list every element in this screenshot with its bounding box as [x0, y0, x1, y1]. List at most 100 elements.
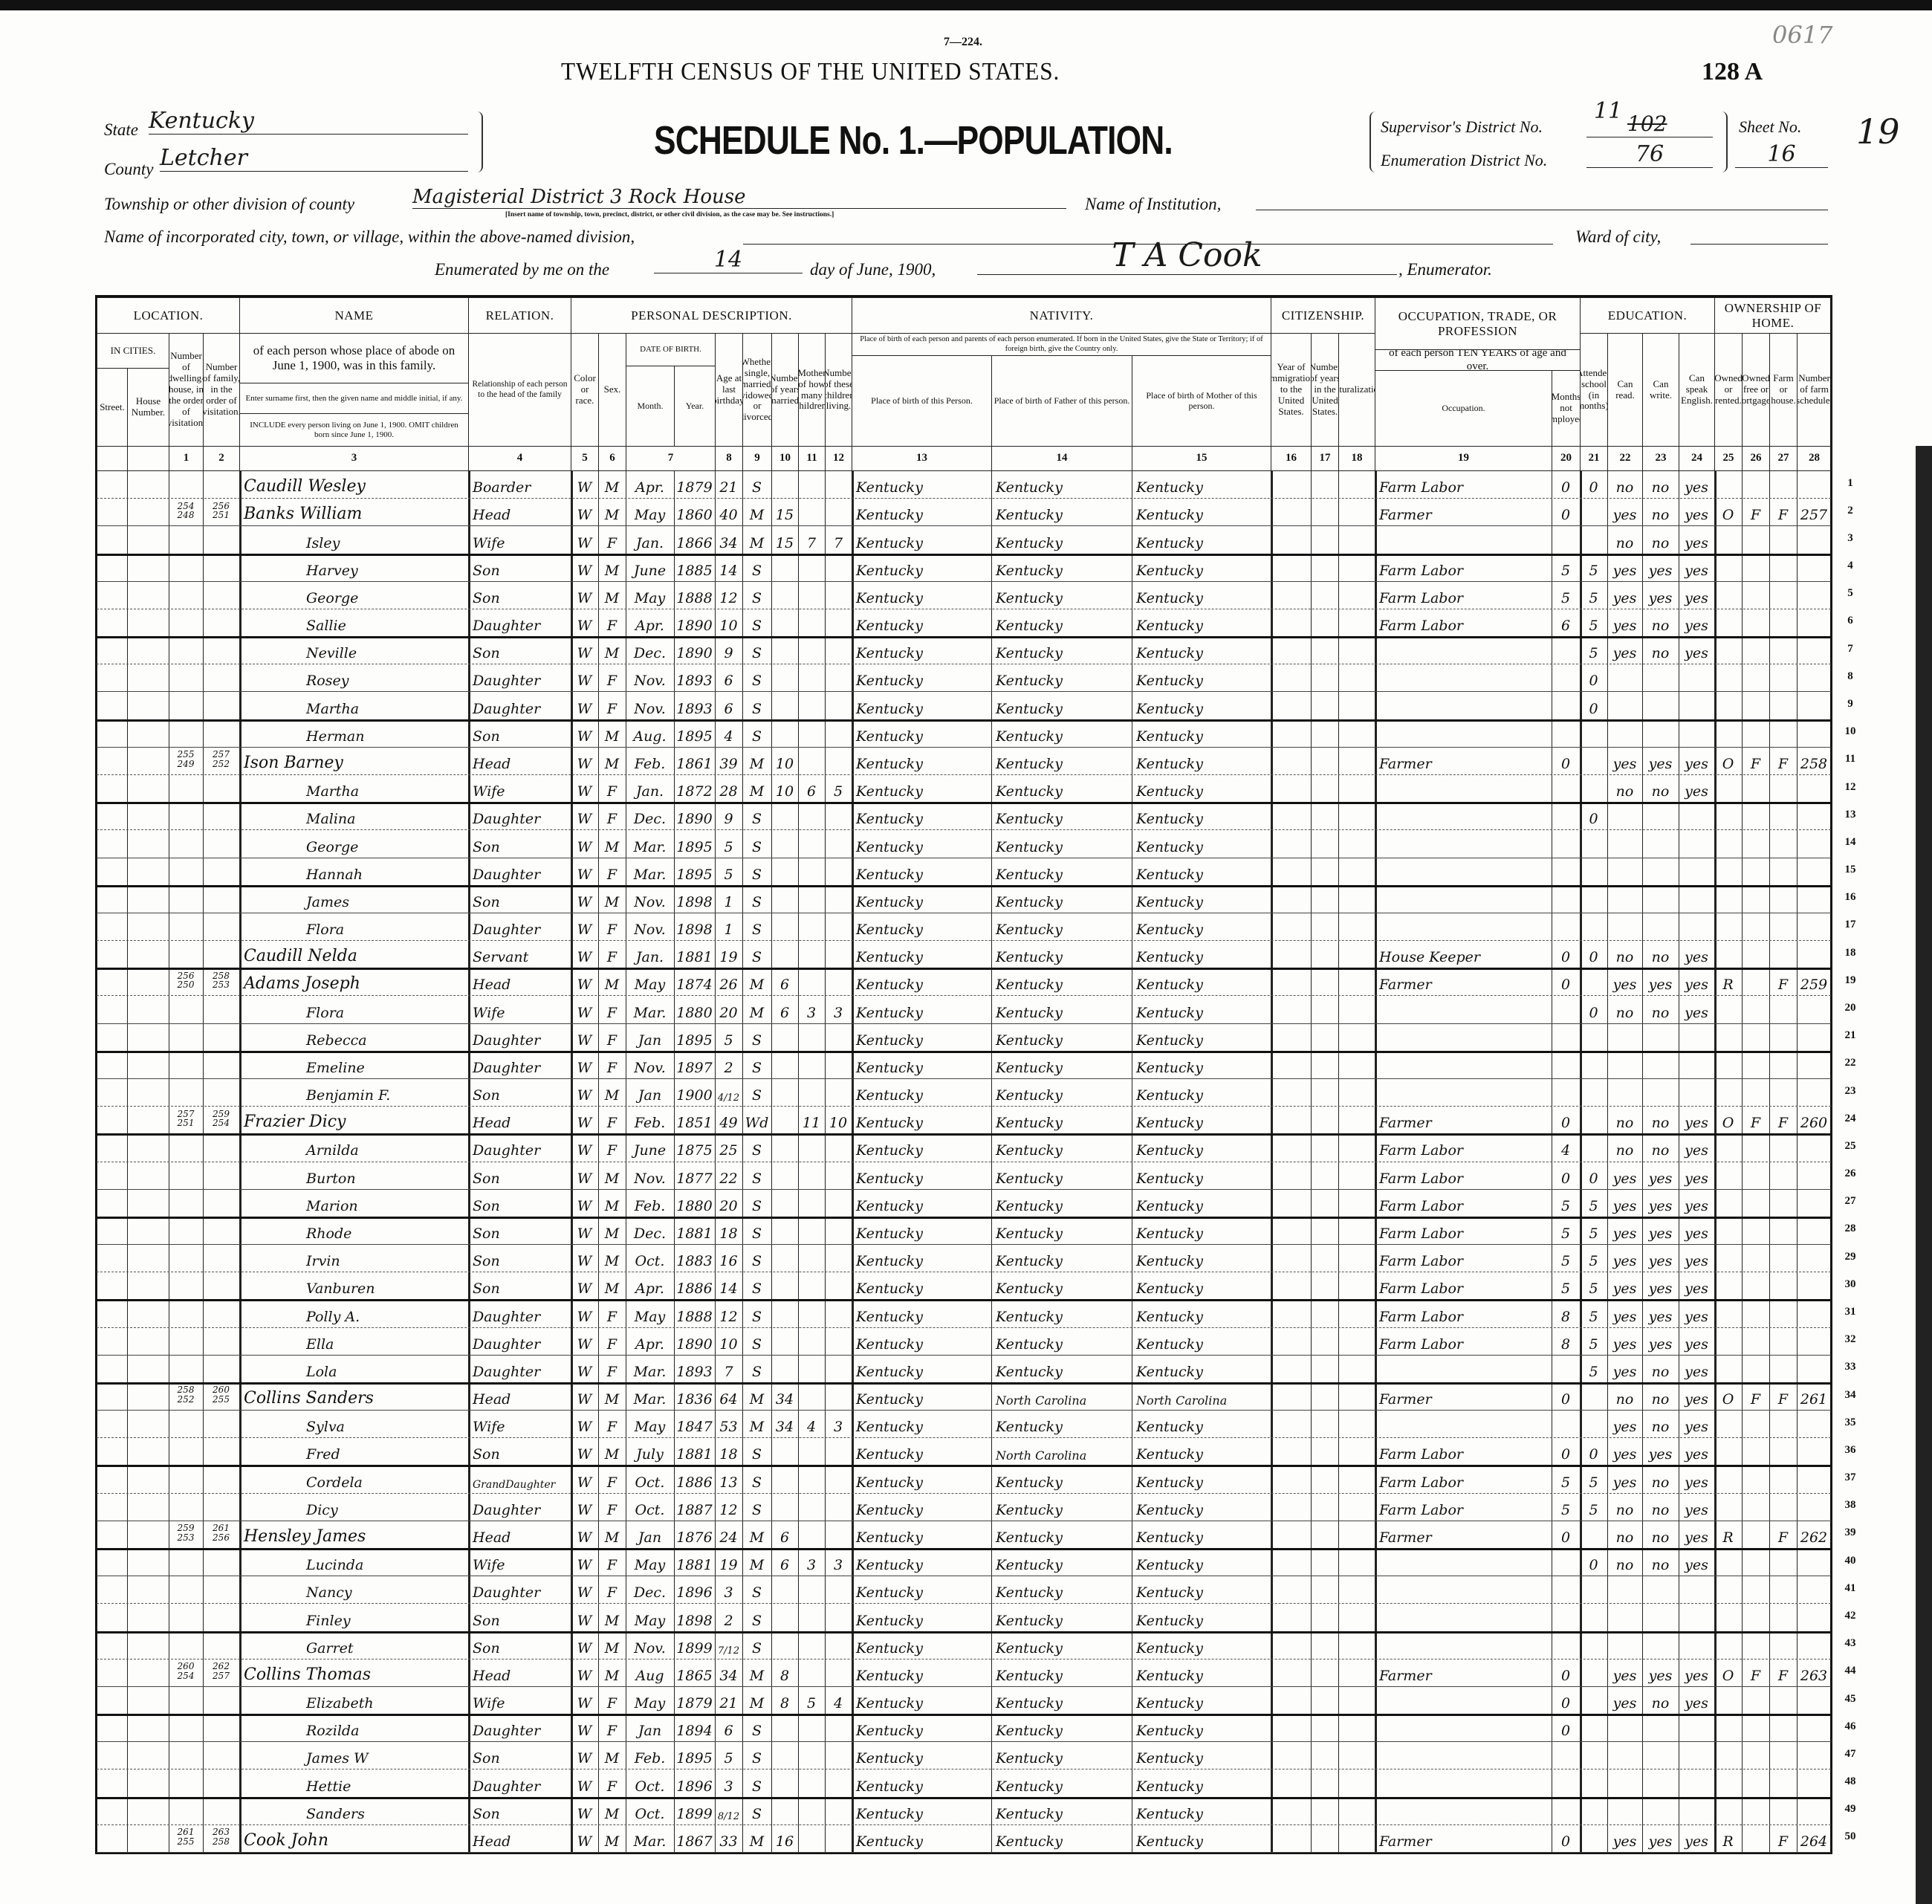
cell: 53: [719, 1419, 738, 1436]
person-name: Hannah: [306, 866, 363, 883]
header-personal-description: PERSONAL DESCRIPTION.: [571, 297, 852, 334]
relation: Wife: [473, 1557, 505, 1574]
cell: yes: [1685, 977, 1708, 994]
cell: W: [577, 893, 592, 910]
cell: W: [577, 1419, 592, 1436]
cell: 1877: [676, 1170, 713, 1187]
column-label-2: Number of dwelling-house, in the order o…: [169, 333, 204, 447]
cell: S: [751, 1750, 762, 1767]
scan-edge-top: [0, 0, 1932, 10]
cell: 34: [775, 1419, 794, 1436]
cell: 10: [829, 1115, 848, 1132]
row-divider: [97, 829, 1831, 831]
row-divider: [97, 1354, 1831, 1356]
person-name: Lola: [306, 1363, 337, 1380]
cell: 10: [719, 618, 738, 635]
row-divider: [97, 1824, 1831, 1826]
cell: F: [1750, 1115, 1761, 1132]
cell: M: [604, 893, 620, 910]
cell: Mar.: [633, 866, 667, 883]
cell: 5: [1560, 1501, 1571, 1518]
cell: 6: [724, 673, 733, 690]
father-birthplace: Kentucky: [996, 1059, 1063, 1076]
occupation: Farm Labor: [1379, 1225, 1463, 1243]
cell: M: [604, 838, 620, 855]
cell: W: [577, 1170, 592, 1187]
mother-birthplace: Kentucky: [1136, 922, 1203, 939]
row-divider: [97, 1465, 1831, 1468]
father-birthplace: Kentucky: [996, 783, 1063, 800]
cell: yes: [1685, 1391, 1708, 1408]
relation: Head: [473, 1667, 511, 1684]
family-number: 260 255: [213, 1385, 230, 1405]
cell: no: [1615, 1115, 1634, 1132]
father-birthplace: Kentucky: [996, 1557, 1063, 1574]
cell: 1896: [676, 1778, 713, 1795]
cell: 34: [719, 1667, 738, 1684]
birthplace: Kentucky: [856, 1501, 923, 1518]
relation: Daughter: [473, 1308, 541, 1325]
cell: yes: [1648, 1225, 1673, 1243]
person-name: Harvey: [306, 562, 358, 579]
line-number: 4: [1847, 560, 1853, 572]
relation: Daughter: [473, 1363, 541, 1380]
person-name: Rozilda: [306, 1723, 360, 1740]
line-number: 40: [1844, 1554, 1856, 1567]
birthplace: Kentucky: [856, 700, 923, 717]
cell: 0: [1589, 1557, 1598, 1574]
relation: Daughter: [473, 1032, 541, 1049]
column-number-5: 4: [468, 446, 571, 471]
city-field: [743, 244, 1553, 245]
cell: F: [1777, 977, 1789, 994]
cell: no: [1615, 479, 1634, 496]
cell: 12: [719, 1501, 738, 1518]
cell: yes: [1685, 1115, 1708, 1132]
cell: May: [634, 1612, 666, 1629]
cell: F: [1777, 755, 1789, 772]
cell: Aug.: [633, 728, 667, 745]
father-birthplace: Kentucky: [996, 1225, 1063, 1243]
line-number: 38: [1844, 1499, 1856, 1512]
birthplace: Kentucky: [856, 562, 923, 579]
line-number: 25: [1844, 1139, 1856, 1152]
father-birthplace: Kentucky: [996, 1253, 1063, 1270]
mother-birthplace: Kentucky: [1136, 1115, 1203, 1132]
relation: Son: [473, 1805, 500, 1822]
cell: W: [577, 1087, 592, 1104]
relation: Daughter: [473, 618, 541, 635]
father-birthplace: Kentucky: [996, 1087, 1063, 1104]
mother-birthplace: Kentucky: [1136, 811, 1203, 828]
father-birthplace: Kentucky: [996, 1474, 1063, 1491]
birthplace: Kentucky: [856, 1778, 923, 1795]
column-label-29: Farm or house.: [1769, 333, 1798, 447]
row-divider: [97, 968, 1831, 971]
father-birthplace: Kentucky: [996, 1363, 1063, 1380]
cell: Mar.: [633, 1004, 667, 1021]
relation: Son: [473, 1087, 500, 1104]
father-birthplace: Kentucky: [996, 1639, 1063, 1657]
father-birthplace: Kentucky: [996, 562, 1063, 579]
cell: 21: [719, 479, 738, 496]
township-note: [Insert name of township, town, precinct…: [505, 211, 834, 218]
cell: no: [1615, 1529, 1634, 1546]
father-birthplace: Kentucky: [996, 1335, 1063, 1353]
cell: M: [604, 728, 620, 745]
row-divider: [97, 608, 1831, 610]
cell: 0: [1560, 1446, 1571, 1463]
cell: F: [606, 1419, 617, 1436]
cell: yes: [1648, 1667, 1673, 1684]
cell: 6: [779, 977, 790, 994]
father-birthplace: Kentucky: [996, 534, 1063, 551]
cell: S: [751, 1280, 762, 1298]
cell: 14: [719, 1280, 738, 1298]
cell: O: [1722, 755, 1734, 772]
relation: Wife: [473, 783, 505, 800]
occupation: Farmer: [1379, 755, 1432, 772]
cell: 6: [779, 1004, 790, 1021]
brace-mid: [1720, 111, 1728, 172]
birthplace: Kentucky: [856, 1833, 923, 1850]
cell: 0: [1560, 479, 1571, 496]
enum-district-value: 76: [1586, 141, 1713, 168]
archive-stamp: 0617: [1772, 21, 1833, 49]
cell: S: [751, 1639, 762, 1657]
